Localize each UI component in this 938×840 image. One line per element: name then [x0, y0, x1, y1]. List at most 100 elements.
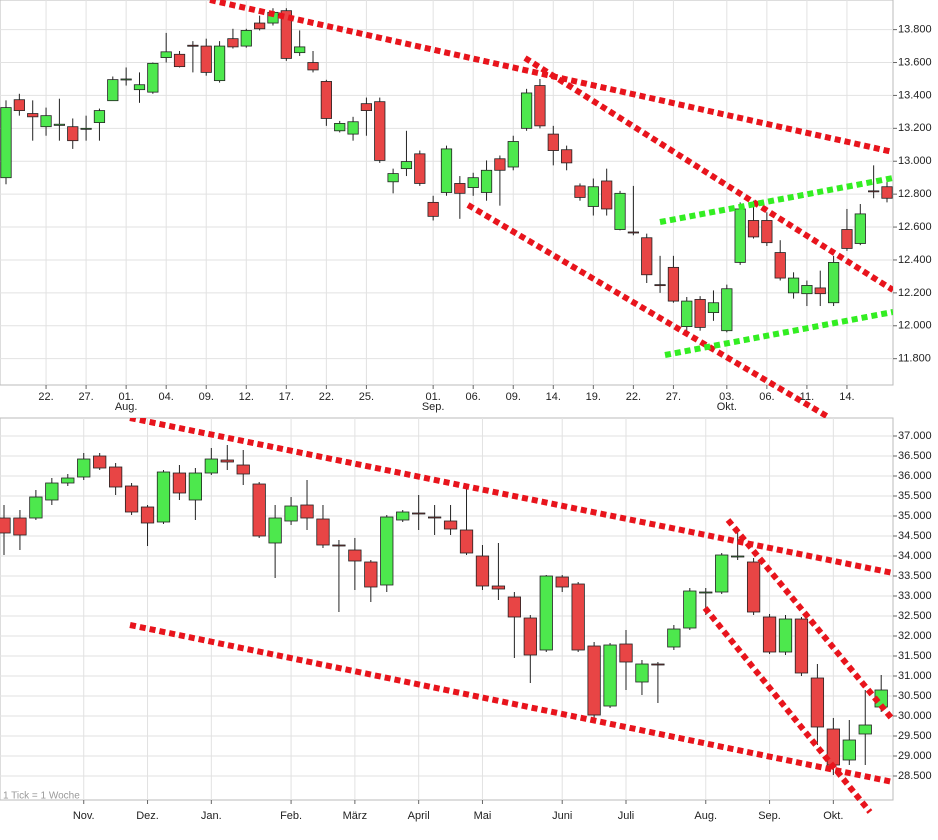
candle-body [29, 496, 43, 519]
candle-body [200, 45, 212, 73]
candle-body [360, 103, 373, 111]
candle-body [694, 299, 706, 328]
x-tick-label: 22. [626, 391, 641, 403]
x-tick-label: 11. [800, 391, 814, 403]
y-tick-label: 12.400 [898, 254, 932, 266]
trend-line [209, 0, 893, 155]
candle-body [220, 459, 234, 463]
text-layer: 1 Tick = 1 Woche 11.800 12.000 12.200 12.40… [3, 24, 932, 822]
trend-line [725, 518, 893, 722]
candle-body [120, 78, 132, 81]
candle-body [13, 99, 25, 111]
x-tick-label: 06. [759, 391, 774, 403]
y-tick-label: 13.600 [898, 56, 932, 68]
candle-body [67, 126, 79, 142]
trend-line [664, 309, 893, 358]
candle-body [427, 201, 439, 217]
candle-body [77, 458, 91, 478]
candle-body [13, 517, 27, 536]
x-tick-label: 22. [319, 391, 334, 403]
candle-body [374, 101, 386, 161]
y-tick-label: 30.000 [898, 710, 932, 722]
month-label: Sep. [422, 401, 445, 413]
candle-body [236, 464, 250, 475]
y-tick-label: 12.800 [898, 188, 932, 200]
x-tick-label: 01. [426, 391, 441, 403]
candle-body [587, 186, 599, 207]
candle-body [555, 576, 569, 588]
x-tick-label: Aug. [694, 810, 717, 822]
annotation: 1 Tick = 1 Woche [3, 791, 80, 802]
x-tick-label: 27. [666, 391, 681, 403]
y-tick-label: 13.000 [898, 155, 932, 167]
trend-line [523, 55, 893, 293]
candle-body [459, 529, 474, 554]
y-tick-label: 11.800 [898, 353, 931, 365]
candle-body [107, 79, 119, 102]
trend-line [466, 202, 832, 418]
x-tick-label: 09. [506, 391, 521, 403]
y-tick-label: 33.500 [898, 570, 932, 582]
candle-body [204, 458, 218, 474]
trend-lines [129, 0, 893, 814]
y-tick-label: 13.800 [898, 24, 932, 36]
candle-body [494, 158, 506, 171]
candle-body [300, 504, 314, 519]
y-tick-label: 12.200 [898, 287, 932, 299]
top-trend-lines [209, 0, 893, 418]
x-tick-label: Feb. [280, 810, 302, 822]
candle-body [480, 169, 493, 193]
y-tick-label: 31.500 [898, 650, 932, 662]
candle-body [667, 266, 680, 302]
y-tick-label: 34.000 [898, 550, 932, 562]
candle-body [842, 739, 856, 761]
candle-body [881, 186, 893, 199]
candle-body [93, 455, 107, 469]
candle-body [547, 133, 559, 151]
x-tick-label: 14. [546, 391, 561, 403]
x-tick-label: Nov. [73, 810, 95, 822]
candle-body [172, 472, 187, 494]
x-tick-label: 27. [78, 391, 93, 403]
candle-body [109, 466, 123, 488]
x-tick-label: Mai [474, 810, 492, 822]
y-tick-label: 28.500 [898, 770, 932, 782]
y-tick-label: 35.000 [898, 510, 932, 522]
candle-body [348, 549, 362, 562]
candle-body [280, 10, 292, 59]
x-tick-label: Okt. [823, 810, 843, 822]
candle-body [187, 44, 199, 47]
candle-body [619, 643, 633, 663]
candle-body [601, 180, 613, 210]
candle-body [227, 38, 239, 48]
candle-body [507, 596, 521, 618]
candle-body [868, 190, 880, 193]
candle-body [810, 677, 825, 728]
y-tick-label: 36.500 [898, 450, 932, 462]
candle-body [683, 590, 697, 629]
candle-body [858, 724, 872, 735]
y-tick-label: 29.000 [898, 750, 932, 762]
candle-body [681, 300, 693, 327]
candle-body [603, 644, 617, 707]
y-tick-label: 13.400 [898, 89, 932, 101]
candle-body [0, 517, 11, 534]
y-tick-label: 32.500 [898, 610, 932, 622]
candle-body [571, 583, 585, 651]
candle-body [240, 30, 252, 47]
trend-line [702, 606, 873, 814]
x-tick-label: 12. [239, 391, 254, 403]
x-tick-label: April [408, 810, 430, 822]
candle-body [307, 62, 319, 71]
candle-body [380, 516, 394, 586]
candle-body [27, 113, 39, 118]
x-tick-label: 19. [586, 391, 601, 403]
candle-body [252, 483, 266, 537]
candle-body [347, 121, 359, 135]
y-tick-label: 34.500 [898, 530, 932, 542]
candle-body [147, 62, 159, 93]
month-label: Okt. [717, 401, 737, 413]
candle-body [614, 192, 626, 230]
y-tick-label: 12.600 [898, 221, 932, 233]
